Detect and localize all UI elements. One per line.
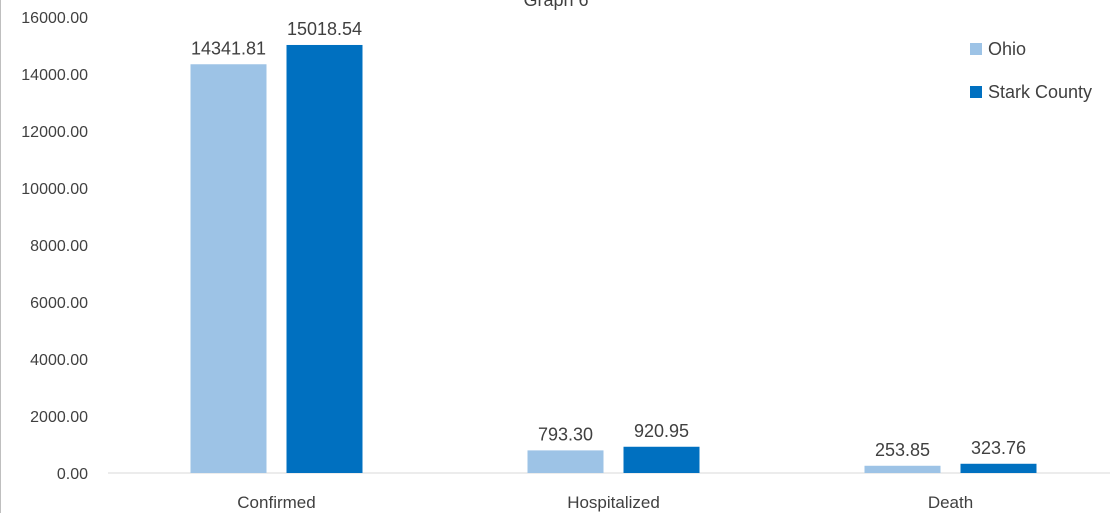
bar-ohio-confirmed xyxy=(190,64,267,473)
data-label: 920.95 xyxy=(634,421,689,441)
y-tick-label: 2000.00 xyxy=(30,409,88,426)
legend-label: Ohio xyxy=(988,39,1026,59)
y-tick-label: 12000.00 xyxy=(21,124,88,141)
bar-stark-county-confirmed xyxy=(286,44,363,473)
data-label: 14341.81 xyxy=(191,38,266,58)
x-category-label: Hospitalized xyxy=(567,493,660,512)
legend-label: Stark County xyxy=(988,82,1092,102)
data-label: 323.76 xyxy=(971,438,1026,458)
bar-ohio-hospitalized xyxy=(527,450,604,473)
y-tick-label: 6000.00 xyxy=(30,295,88,312)
bar-stark-county-hospitalized xyxy=(623,446,700,473)
chart-title: Graph 6 xyxy=(523,0,588,10)
y-tick-label: 14000.00 xyxy=(21,67,88,84)
y-tick-label: 4000.00 xyxy=(30,352,88,369)
x-category-label: Death xyxy=(928,493,973,512)
x-category-label: Confirmed xyxy=(237,493,315,512)
legend-swatch xyxy=(970,86,982,98)
y-tick-label: 8000.00 xyxy=(30,238,88,255)
bar-ohio-death xyxy=(864,465,941,473)
chart-frame-edge xyxy=(0,0,1,513)
bar-stark-county-death xyxy=(960,463,1037,473)
data-label: 793.30 xyxy=(538,424,593,444)
y-tick-label: 16000.00 xyxy=(21,10,88,27)
data-label: 15018.54 xyxy=(287,19,362,39)
legend-swatch xyxy=(970,43,982,55)
y-tick-label: 0.00 xyxy=(57,466,88,483)
y-tick-label: 10000.00 xyxy=(21,181,88,198)
data-label: 253.85 xyxy=(875,440,930,460)
